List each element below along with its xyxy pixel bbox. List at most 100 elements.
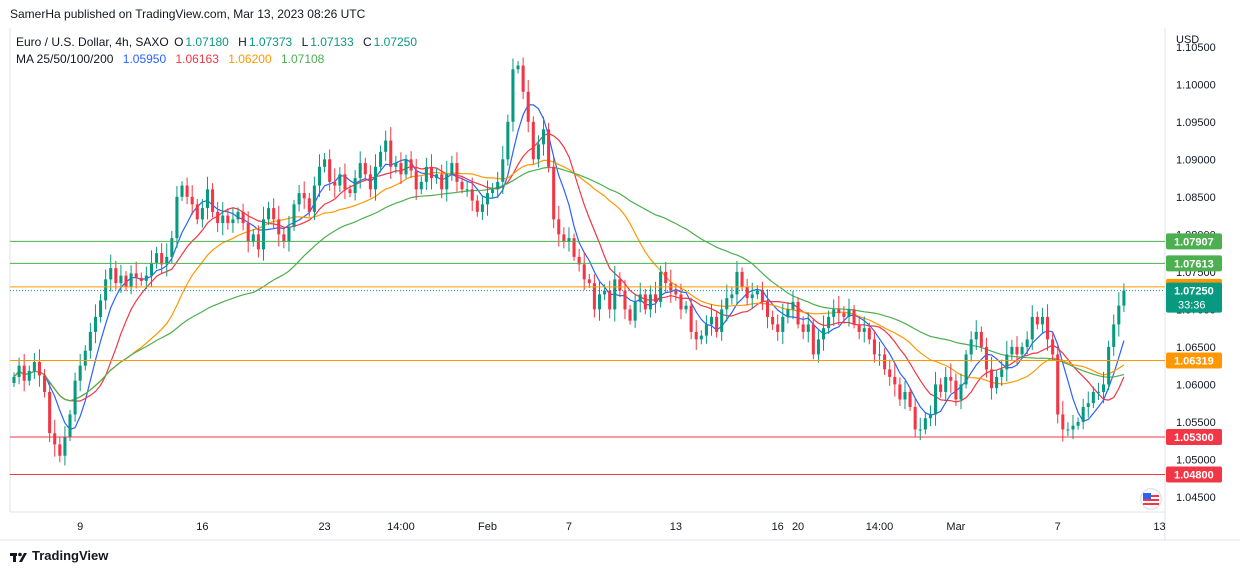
ohlc-open-value: 1.07180	[185, 35, 229, 49]
footer-brand[interactable]: TradingView	[10, 548, 108, 563]
candle-body	[623, 290, 627, 310]
candle-body	[740, 271, 744, 287]
candle-body	[211, 189, 215, 212]
candle-body	[394, 163, 398, 167]
ohlc-close-key: C	[362, 35, 372, 49]
candle-body	[1005, 354, 1009, 370]
y-tick-label: 1.06500	[1176, 342, 1216, 354]
candle-body	[282, 234, 286, 242]
candle-body	[43, 375, 47, 392]
candle-body	[990, 369, 994, 389]
candle-body	[1051, 339, 1055, 355]
candle-body	[928, 414, 932, 419]
candle-body	[541, 129, 546, 145]
candle-body	[959, 384, 963, 400]
y-tick-label: 1.09000	[1176, 154, 1216, 166]
candle-body	[104, 279, 108, 301]
candle-body	[771, 316, 775, 325]
candle-body	[1122, 290, 1126, 306]
candle-body	[827, 316, 831, 329]
candle-body	[1081, 406, 1085, 422]
candle-body	[384, 140, 388, 152]
candle-body	[939, 384, 943, 392]
candle-body	[674, 290, 678, 295]
candle-body	[643, 294, 647, 310]
candle-body	[944, 376, 948, 392]
x-tick-label: Mar	[946, 521, 965, 533]
candle-body	[597, 294, 602, 310]
symbol-title: Euro / U.S. Dollar, 4h, SAXO	[16, 35, 169, 49]
candle-body	[995, 376, 999, 389]
candle-body	[949, 376, 953, 381]
candle-body	[750, 294, 754, 299]
footer-brand-text: TradingView	[32, 548, 109, 563]
candle-body	[816, 339, 820, 355]
candle-body	[53, 433, 57, 445]
ma25-value: 1.05950	[122, 52, 167, 66]
candle-body	[455, 163, 459, 182]
candle-body	[587, 279, 591, 284]
candle-body	[302, 193, 306, 199]
y-tick-label: 1.05000	[1176, 454, 1216, 466]
candle-body	[689, 305, 693, 332]
candle-body	[638, 294, 642, 302]
candle-body	[715, 316, 719, 332]
candle-body	[653, 294, 658, 302]
candle-body	[323, 159, 327, 167]
y-tick-label: 1.08500	[1176, 192, 1216, 204]
candle-body	[984, 346, 988, 370]
candle-body	[297, 193, 301, 205]
candle-body	[918, 429, 922, 431]
currency-label: USD	[1176, 34, 1200, 46]
candle-body	[501, 159, 505, 182]
us-flag-icon[interactable]	[1140, 488, 1162, 510]
level-price-label: 1.07613	[1174, 258, 1214, 270]
level-price-label: 1.06319	[1174, 355, 1214, 367]
level-price-tag	[1166, 428, 1222, 445]
candle-body	[883, 354, 887, 370]
x-tick-label: 13	[670, 521, 682, 533]
ohlc-low-value: 1.07133	[310, 35, 354, 49]
candle-body	[893, 376, 897, 385]
candle-body	[496, 181, 500, 190]
candle-body	[379, 151, 383, 167]
candle-body	[129, 273, 133, 287]
candle-body	[363, 163, 367, 175]
candle-body	[414, 170, 418, 190]
ma200-value: 1.07108	[280, 52, 325, 66]
candle-body	[251, 234, 255, 242]
candle-body	[317, 166, 322, 186]
level-price-tag	[1166, 255, 1222, 272]
candle-body	[903, 391, 907, 400]
candle-body	[195, 204, 199, 220]
candle-body	[781, 316, 785, 332]
candle-body	[22, 365, 26, 381]
ma-legend: MA 25/50/100/200 1.05950 1.06163 1.06200…	[16, 52, 326, 66]
candle-body	[37, 361, 41, 376]
x-tick-label: 16	[772, 521, 784, 533]
level-price-tag	[1166, 466, 1222, 483]
candle-body	[572, 238, 576, 257]
candle-body	[577, 256, 581, 265]
candle-body	[1117, 305, 1121, 325]
candle-body	[786, 309, 790, 317]
x-tick-label: 13	[1153, 521, 1165, 533]
candle-body	[934, 384, 938, 415]
ma50-value: 1.06163	[175, 52, 219, 66]
candle-body	[165, 256, 169, 265]
candle-body	[964, 354, 968, 385]
candle-body	[389, 140, 393, 167]
x-tick-label: 14:00	[387, 521, 415, 533]
last-price-tag	[1166, 282, 1222, 313]
candle-body	[338, 174, 342, 186]
candle-body	[1061, 414, 1065, 430]
candle-body	[205, 189, 209, 209]
last-price-label: 1.07250	[1174, 286, 1214, 298]
candle-body	[618, 279, 622, 291]
candle-body	[1015, 346, 1019, 355]
candle-body	[974, 331, 978, 340]
candle-body	[180, 185, 184, 197]
tradingview-logo-icon	[10, 552, 27, 562]
